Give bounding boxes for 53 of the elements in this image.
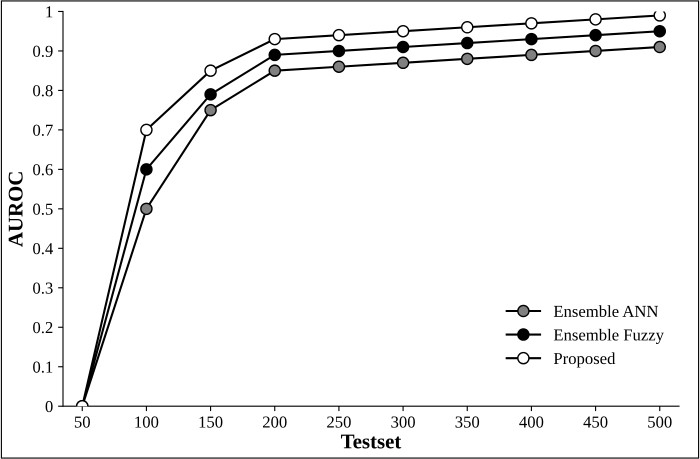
point [654,24,666,38]
point [332,44,346,58]
point [589,28,602,42]
point [589,13,602,26]
y-tick-label: 0.1 [33,361,52,373]
point [525,48,538,62]
y-tick-label: 0.5 [33,204,53,215]
y-tick-label: 0.4 [33,243,54,254]
point [461,52,474,66]
x-axis-title: Testset [341,434,402,448]
legend-label: Ensemble Fuzzy [554,328,664,344]
y-tick-label: 0.6 [33,164,53,176]
point [654,11,666,22]
x-tick-label: 350 [456,416,480,428]
x-tick-label: 200 [262,416,287,428]
x-tick-label: 100 [135,416,158,428]
x-tick-label: 400 [519,416,544,428]
point [525,17,538,30]
y-tick-label: 0.8 [33,85,53,96]
point [140,202,153,216]
point [204,88,217,101]
point [268,64,281,77]
y-axis-title: AUROC [8,172,23,247]
point [589,44,602,58]
x-tick-label: 450 [583,416,608,428]
point [268,32,281,46]
point [140,124,153,136]
legend-label: Proposed [554,352,616,368]
point [654,40,666,54]
y-tick-label: 0.2 [33,322,52,334]
legend-label: Ensemble ANN [554,305,658,317]
x-tick-label: 500 [648,416,672,428]
point [461,21,474,34]
point [204,64,217,77]
x-tick-label: 300 [391,416,415,428]
y-tick-label: 0.7 [33,124,53,136]
point [268,48,281,62]
y-tick-label: 0 [46,400,53,412]
x-tick-label: 250 [327,416,351,428]
point [396,40,410,54]
point [140,163,153,176]
point [204,104,217,116]
y-tick-label: 0.9 [33,46,53,57]
point [461,36,474,50]
y-tick-label: 0.3 [33,282,53,294]
point [332,28,346,42]
point [525,32,538,46]
x-tick-label: 150 [200,416,222,428]
x-tick-label: 50 [74,416,90,428]
point [396,24,410,38]
point [396,56,410,70]
y-tick-label: 1 [46,6,52,18]
point [332,60,346,73]
